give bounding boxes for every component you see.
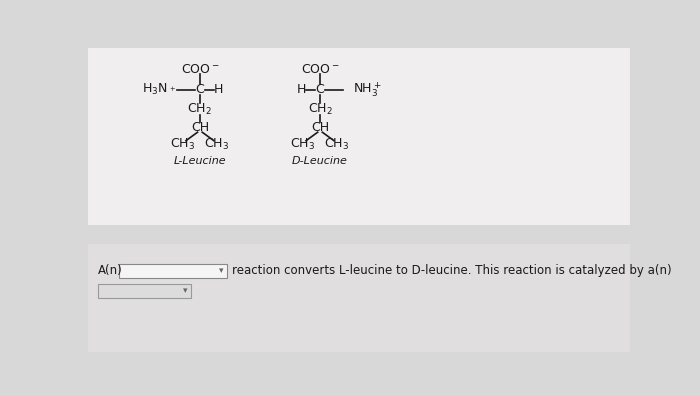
Bar bbox=[88, 244, 630, 352]
Text: C: C bbox=[316, 84, 324, 96]
Text: CH$_3$: CH$_3$ bbox=[290, 137, 316, 152]
Text: NH$_3^+$: NH$_3^+$ bbox=[353, 80, 381, 99]
Text: C: C bbox=[195, 84, 204, 96]
Text: H: H bbox=[214, 84, 223, 96]
Text: $^+$: $^+$ bbox=[168, 86, 176, 96]
Text: COO$^-$: COO$^-$ bbox=[301, 63, 340, 76]
Text: COO$^-$: COO$^-$ bbox=[181, 63, 219, 76]
Text: H$_3$N: H$_3$N bbox=[142, 82, 167, 97]
Text: A(n): A(n) bbox=[98, 264, 123, 277]
Text: reaction converts L-leucine to D-leucine. This reaction is catalyzed by a(n): reaction converts L-leucine to D-leucine… bbox=[232, 264, 671, 277]
Text: CH$_3$: CH$_3$ bbox=[204, 137, 230, 152]
Text: CH$_3$: CH$_3$ bbox=[170, 137, 195, 152]
Text: CH$_2$: CH$_2$ bbox=[307, 101, 332, 117]
Text: ▾: ▾ bbox=[218, 267, 223, 275]
FancyBboxPatch shape bbox=[118, 264, 227, 278]
Bar bbox=[88, 48, 630, 225]
FancyBboxPatch shape bbox=[98, 284, 191, 298]
Text: CH$_2$: CH$_2$ bbox=[188, 101, 212, 117]
Text: CH: CH bbox=[311, 121, 329, 134]
Text: CH: CH bbox=[191, 121, 209, 134]
Text: H: H bbox=[297, 84, 306, 96]
Text: CH$_3$: CH$_3$ bbox=[325, 137, 349, 152]
Text: L-Leucine: L-Leucine bbox=[174, 156, 226, 166]
Text: ▾: ▾ bbox=[183, 286, 188, 295]
Text: D-Leucine: D-Leucine bbox=[292, 156, 348, 166]
